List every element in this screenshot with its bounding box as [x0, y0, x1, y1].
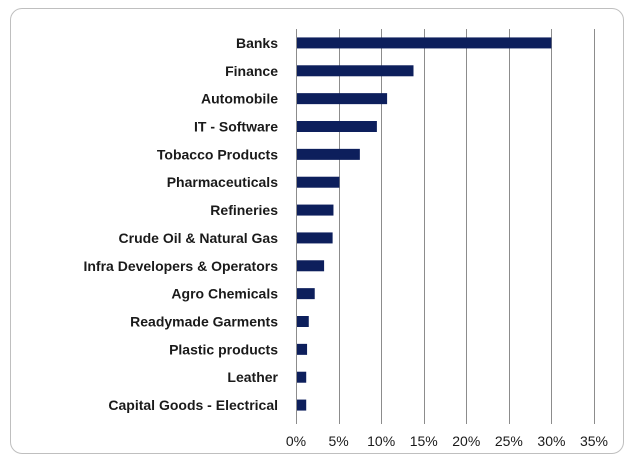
category-label: IT - Software — [194, 119, 278, 135]
bar — [297, 371, 307, 383]
bars — [297, 37, 552, 411]
category-label: Leather — [227, 369, 278, 385]
bar — [297, 399, 307, 411]
x-tick-label: 25% — [495, 433, 523, 449]
category-label: Crude Oil & Natural Gas — [119, 230, 279, 246]
bar — [297, 232, 333, 244]
gridlines — [296, 29, 595, 424]
category-label: Finance — [225, 63, 278, 79]
category-label: Refineries — [210, 202, 278, 218]
category-label: Tobacco Products — [157, 146, 278, 162]
bar — [297, 316, 309, 327]
x-tick-label: 0% — [286, 433, 306, 449]
x-tick-label: 35% — [580, 433, 608, 449]
category-labels: Banks Finance Automobile IT - Software Tobac… — [83, 35, 278, 413]
bar — [297, 65, 414, 77]
category-label: Plastic products — [169, 341, 278, 357]
category-label: Agro Chemicals — [171, 286, 278, 302]
x-tick-labels: 0% 5% 10% 15% 20% 25% 30% 35% — [286, 433, 608, 449]
x-tick-label: 15% — [410, 433, 438, 449]
bar — [297, 121, 377, 132]
bar — [297, 93, 388, 105]
x-tick-label: 10% — [367, 433, 395, 449]
x-tick-label: 5% — [328, 433, 348, 449]
category-label: Automobile — [201, 91, 278, 107]
bar — [297, 288, 315, 300]
bar — [297, 37, 552, 49]
category-label: Infra Developers & Operators — [83, 258, 278, 274]
category-label: Readymade Garments — [130, 314, 278, 330]
category-label: Capital Goods - Electrical — [108, 397, 278, 413]
bar — [297, 148, 360, 160]
bar — [297, 343, 308, 355]
category-label: Banks — [236, 35, 278, 51]
bar — [297, 176, 340, 188]
bar — [297, 204, 334, 216]
x-tick-label: 20% — [452, 433, 480, 449]
chart-frame — [10, 8, 624, 454]
x-tick-label: 30% — [537, 433, 565, 449]
category-label: Pharmaceuticals — [167, 174, 278, 190]
bar — [297, 260, 325, 272]
